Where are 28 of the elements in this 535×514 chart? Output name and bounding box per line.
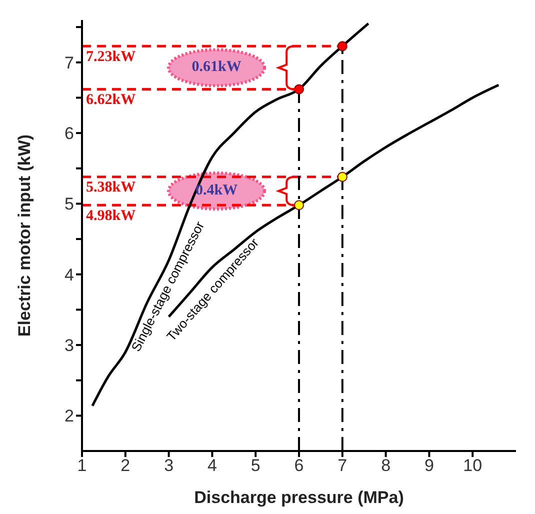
x-tick-label: 2 xyxy=(120,456,130,476)
y-tick-label: 6 xyxy=(64,124,74,144)
y-tick-label: 5 xyxy=(64,194,74,214)
y-tick-label: 7 xyxy=(64,53,74,72)
y-axis-title: Electric motor input (kW) xyxy=(15,134,34,337)
x-tick-label: 7 xyxy=(338,456,348,476)
point xyxy=(294,84,304,94)
point xyxy=(337,172,348,182)
ref-line-label: 7.23kW xyxy=(86,48,136,65)
x-tick-label: 4 xyxy=(207,456,217,476)
x-tick-label: 6 xyxy=(294,456,304,476)
point xyxy=(294,200,304,210)
x-tick-label: 10 xyxy=(463,456,482,476)
x-tick-label: 1 xyxy=(77,456,87,476)
annotation: 0.4kW xyxy=(195,182,238,198)
ref-line-label: 6.62kW xyxy=(86,92,136,108)
y-tick-label: 4 xyxy=(64,265,74,284)
x-tick-label: 9 xyxy=(424,456,434,476)
y-tick-label: 2 xyxy=(64,406,74,426)
annotation: 0.61kW xyxy=(192,59,242,76)
ref-line-label: 5.38kW xyxy=(86,180,136,196)
ref-line-label: 4.98kW xyxy=(86,208,136,224)
x-tick-label: 5 xyxy=(250,456,260,476)
x-tick-label: 3 xyxy=(164,456,174,476)
x-axis-title: Discharge pressure (MPa) xyxy=(194,488,404,507)
y-tick-label: 3 xyxy=(64,336,74,356)
x-tick-label: 8 xyxy=(381,456,391,476)
point xyxy=(337,41,348,52)
